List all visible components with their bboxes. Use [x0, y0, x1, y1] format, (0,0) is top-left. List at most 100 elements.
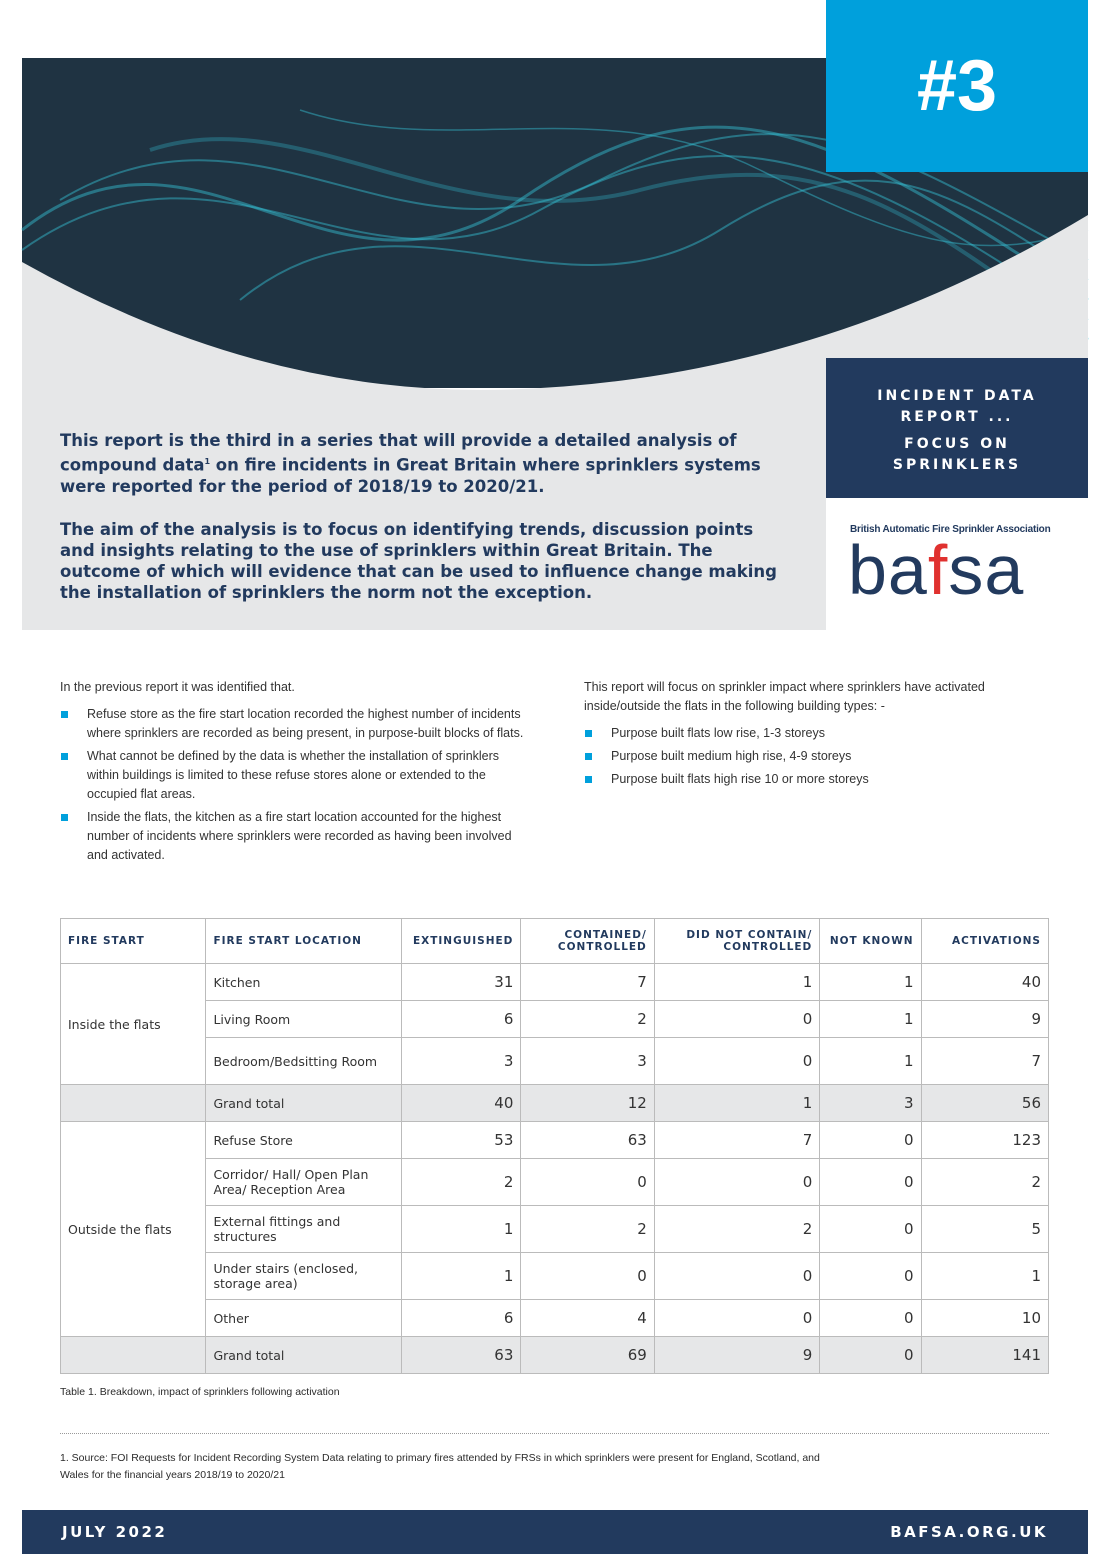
footnote-ref: 1 [204, 457, 211, 466]
title-line: REPORT ... [900, 409, 1014, 425]
number-cell: 2 [653, 1205, 821, 1253]
number-cell: 2 [401, 1158, 522, 1206]
number-cell: 2 [520, 1205, 655, 1253]
location-cell: Under stairs (enclosed, storage area) [205, 1252, 403, 1300]
number-cell: 0 [653, 1037, 821, 1085]
footer-url: BAFSA.ORG.UK [890, 1523, 1048, 1541]
number-cell: 0 [819, 1158, 922, 1206]
table-row: Corridor/ Hall/ Open Plan Area/ Receptio… [61, 1158, 1050, 1206]
number-cell: 0 [520, 1158, 655, 1206]
footer-date: JULY 2022 [62, 1523, 168, 1541]
number-cell: 0 [520, 1252, 655, 1300]
number-cell: 0 [819, 1299, 922, 1337]
column-header: DID NOT CONTAIN/ CONTROLLED [653, 918, 821, 964]
number-cell: 1 [653, 1084, 821, 1122]
table-row: Living Room 6 2 0 1 9 [61, 1000, 1050, 1038]
number-cell: 141 [920, 1336, 1050, 1374]
column-header: ACTIVATIONS [920, 918, 1050, 964]
location-cell: Bedroom/Bedsitting Room [205, 1037, 403, 1085]
report-title: INCIDENT DATA REPORT ... FOCUS ON SPRINK… [826, 358, 1088, 498]
location-cell: Other [205, 1299, 403, 1337]
number-cell: 9 [920, 1000, 1050, 1038]
location-cell: Corridor/ Hall/ Open Plan Area/ Receptio… [205, 1158, 403, 1206]
number-cell: 9 [653, 1336, 821, 1374]
logo-part: f [927, 531, 949, 609]
logo-part: ba [848, 531, 928, 609]
table-row: Under stairs (enclosed, storage area) 1 0 0… [61, 1252, 1050, 1300]
divider [60, 1433, 1049, 1434]
table-row: Bedroom/Bedsitting Room 3 3 0 1 7 [61, 1037, 1050, 1085]
number-cell: 3 [520, 1037, 655, 1085]
number-cell: 0 [819, 1336, 922, 1374]
bullets: Refuse store as the fire start location … [60, 705, 530, 865]
location-cell: External fittings and structures [205, 1205, 403, 1253]
column-header: EXTINGUISHED [401, 918, 522, 964]
title-line: SPRINKLERS [892, 457, 1022, 473]
logo-part: sa [948, 531, 1025, 609]
empty-cell [59, 1336, 207, 1374]
title-line: INCIDENT DATA [877, 388, 1037, 404]
table-row: Outside the flats Refuse Store 53 63 7 0 123 [59, 1121, 1050, 1337]
intro: This report is the third in a series tha… [60, 430, 780, 625]
number-cell: 0 [819, 1205, 922, 1253]
bullet: Inside the flats, the kitchen as a fire … [60, 808, 530, 865]
column-header: NOT KNOWN [819, 918, 922, 964]
column-header: CONTAINED/ CONTROLLED [520, 918, 655, 964]
bullet: Refuse store as the fire start location … [60, 705, 530, 743]
group-label: Outside the flats [59, 1121, 207, 1337]
number-cell: 63 [520, 1121, 655, 1159]
org-name: British Automatic Fire Sprinkler Associa… [850, 524, 1051, 535]
number-cell: 0 [653, 1252, 821, 1300]
bullet: Purpose built flats high rise 10 or more… [584, 770, 1014, 789]
number-cell: 2 [920, 1158, 1050, 1206]
number-cell: 5 [920, 1205, 1050, 1253]
number-cell: 1 [819, 963, 922, 1001]
lead: This report will focus on sprinkler impa… [584, 680, 985, 713]
number-cell: 0 [653, 1000, 821, 1038]
column-header: FIRE START LOCATION [205, 918, 403, 964]
number-cell: 1 [920, 1252, 1050, 1300]
location-cell: Kitchen [205, 963, 403, 1001]
number-cell: 7 [653, 1121, 821, 1159]
intro-paragraph: The aim of the analysis is to focus on i… [60, 519, 777, 602]
location-cell: Grand total [205, 1084, 403, 1122]
total-row: Grand total 63 69 9 0 141 [59, 1336, 1050, 1374]
title-line: FOCUS ON [904, 436, 1010, 452]
number-cell: 40 [401, 1084, 522, 1122]
column-header: FIRE START [59, 918, 207, 964]
data-table: FIRE START FIRE START LOCATION EXTINGUISHE… [59, 918, 1050, 1374]
report-number: #3 [826, 0, 1088, 172]
number-cell: 63 [401, 1336, 522, 1374]
number-cell: 31 [401, 963, 522, 1001]
number-cell: 1 [819, 1037, 922, 1085]
text: on fire incidents in Great Britain where… [60, 455, 761, 496]
text: This report is the third in a series tha… [60, 431, 737, 475]
number-cell: 69 [520, 1336, 655, 1374]
number-cell: 1 [401, 1205, 522, 1253]
intro-paragraph: This report is the third in a series tha… [60, 430, 780, 497]
bullet: Purpose built medium high rise, 4-9 stor… [584, 747, 1014, 766]
number-cell: 40 [920, 963, 1050, 1001]
number-cell: 0 [653, 1158, 821, 1206]
table-row: External fittings and structures 1 2 2 0 5 [61, 1205, 1050, 1253]
number-cell: 6 [401, 1299, 522, 1337]
number-cell: 123 [920, 1121, 1050, 1159]
number-cell: 3 [401, 1037, 522, 1085]
number-cell: 6 [401, 1000, 522, 1038]
bullet: Purpose built flats low rise, 1-3 storey… [584, 724, 1014, 743]
number-cell: 53 [401, 1121, 522, 1159]
group-label: Inside the flats [59, 963, 207, 1085]
number-cell: 10 [920, 1299, 1050, 1337]
number-cell: 2 [520, 1000, 655, 1038]
bullet: What cannot be defined by the data is wh… [60, 747, 530, 804]
location-cell: Refuse Store [205, 1121, 403, 1159]
number-cell: 0 [819, 1121, 922, 1159]
right-column: This report will focus on sprinkler impa… [584, 678, 1014, 793]
footer: JULY 2022 BAFSA.ORG.UK [22, 1510, 1088, 1554]
table-row: Other 6 4 0 0 10 [61, 1299, 1050, 1337]
table-caption: Table 1. Breakdown, impact of sprinklers… [60, 1386, 340, 1398]
number-cell: 12 [520, 1084, 655, 1122]
number-cell: 1 [819, 1000, 922, 1038]
table-row: Inside the flats Kitchen 31 7 1 1 40 [59, 963, 1050, 1085]
